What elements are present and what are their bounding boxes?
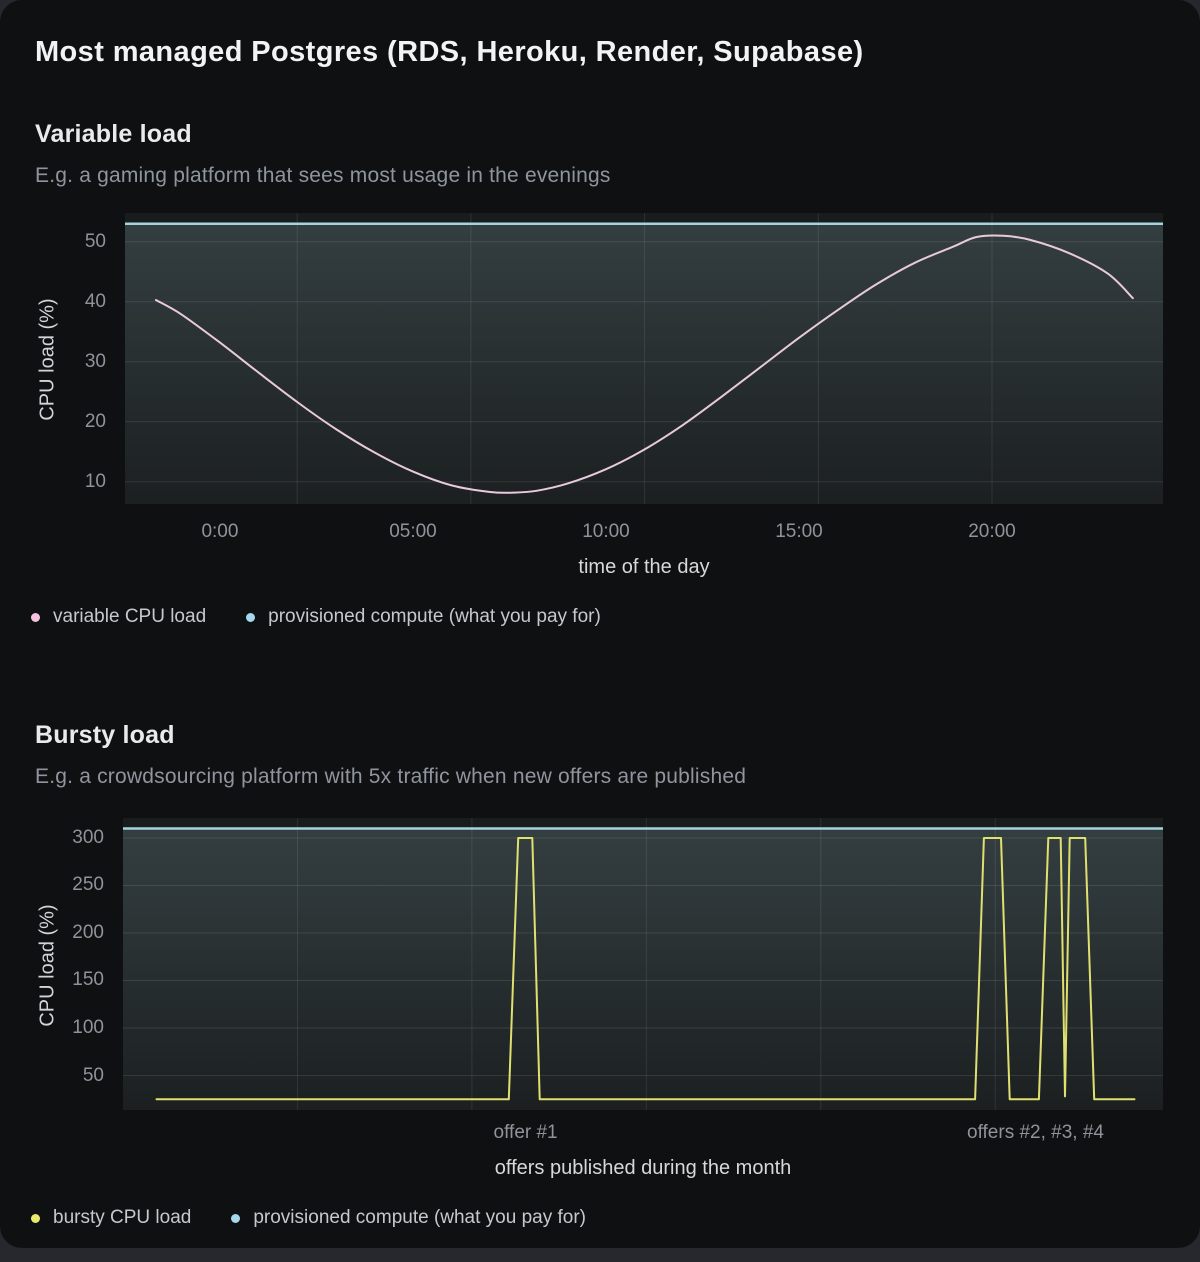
legend-item: variable CPU load [31, 606, 206, 628]
legend-label: bursty CPU load [53, 1207, 192, 1228]
y-tick-label: 10 [84, 470, 106, 492]
section-subtitle-bursty-load: E.g. a crowdsourcing platform with 5x tr… [35, 765, 747, 788]
x-axis-label-variable-load: time of the day [578, 556, 710, 578]
variable-load-chart [125, 213, 1163, 504]
section-heading-variable-load: Variable load [35, 120, 192, 148]
x-tick-label: 10:00 [582, 521, 630, 542]
legend-label: provisioned compute (what you pay for) [253, 1207, 587, 1228]
section-subtitle-variable-load: E.g. a gaming platform that sees most us… [35, 164, 611, 187]
legend-dot-icon [31, 612, 40, 622]
legend-dot-icon [31, 1213, 40, 1223]
page-title: Most managed Postgres (RDS, Heroku, Rend… [35, 36, 864, 68]
y-tick-label: 50 [82, 1064, 104, 1086]
y-tick-label: 200 [72, 921, 104, 943]
x-tick-label: 20:00 [968, 521, 1016, 542]
legend-label: provisioned compute (what you pay for) [268, 606, 601, 627]
legend-bursty-load: bursty CPU load provisioned compute (what… [31, 1207, 586, 1229]
legend-item: bursty CPU load [31, 1207, 191, 1229]
legend-item: provisioned compute (what you pay for) [231, 1207, 586, 1229]
legend-item: provisioned compute (what you pay for) [246, 606, 601, 628]
legend-variable-load: variable CPU load provisioned compute (wh… [31, 606, 601, 628]
legend-dot-icon [231, 1213, 241, 1223]
y-axis-label-bursty-load: CPU load (%) [36, 904, 59, 1027]
y-tick-label: 50 [84, 230, 106, 252]
y-tick-label: 40 [84, 290, 106, 312]
x-axis-label-bursty-load: offers published during the month [494, 1157, 792, 1179]
variable-load-plot-svg [125, 213, 1163, 504]
x-tick-label: 0:00 [201, 521, 239, 542]
legend-label: variable CPU load [53, 606, 207, 627]
y-tick-label: 30 [84, 350, 106, 372]
y-tick-label: 100 [72, 1016, 104, 1038]
x-tick-label: 15:00 [775, 521, 823, 542]
y-tick-label: 20 [84, 410, 106, 432]
section-heading-bursty-load: Bursty load [35, 721, 175, 749]
bursty-load-chart [123, 818, 1163, 1110]
x-tick-label: 05:00 [389, 521, 437, 542]
y-tick-label: 250 [72, 874, 104, 896]
x-tick-label: offers #2, #3, #4 [967, 1122, 1104, 1143]
x-tick-label: offer #1 [493, 1122, 558, 1143]
legend-dot-icon [246, 612, 256, 622]
y-tick-label: 150 [72, 969, 104, 991]
bursty-load-plot-svg [123, 818, 1163, 1110]
y-tick-label: 300 [72, 826, 104, 848]
